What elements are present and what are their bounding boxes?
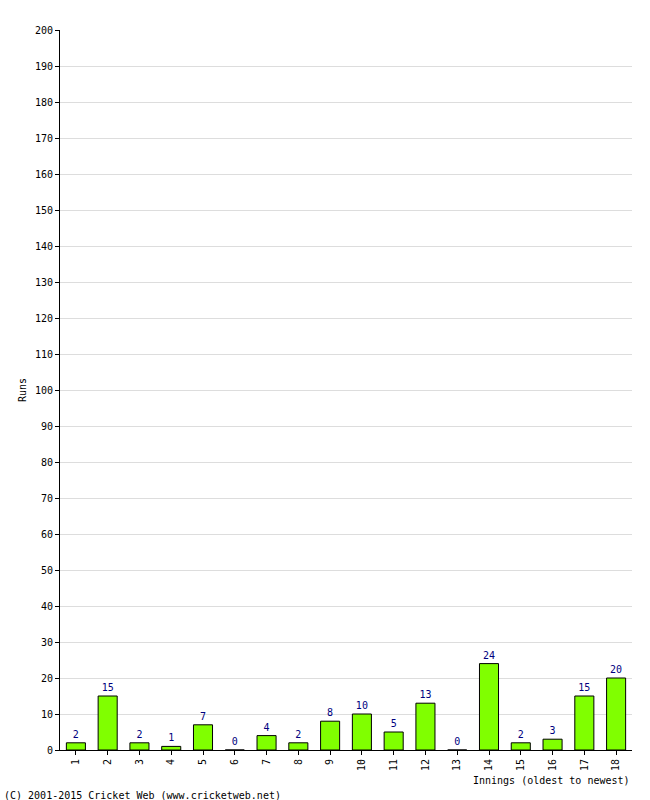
svg-text:0: 0 — [47, 745, 53, 756]
svg-text:13: 13 — [451, 759, 462, 771]
svg-text:160: 160 — [35, 169, 53, 180]
svg-text:12: 12 — [420, 759, 431, 771]
svg-text:120: 120 — [35, 313, 53, 324]
svg-text:90: 90 — [41, 421, 53, 432]
svg-text:15: 15 — [515, 759, 526, 771]
svg-text:7: 7 — [200, 711, 206, 722]
svg-text:Innings (oldest to newest): Innings (oldest to newest) — [473, 775, 630, 786]
svg-text:70: 70 — [41, 493, 53, 504]
svg-text:2: 2 — [136, 729, 142, 740]
svg-text:110: 110 — [35, 349, 53, 360]
svg-text:1: 1 — [168, 732, 174, 743]
svg-text:3: 3 — [550, 725, 556, 736]
svg-text:30: 30 — [41, 637, 53, 648]
svg-text:20: 20 — [41, 673, 53, 684]
svg-text:6: 6 — [229, 759, 240, 765]
svg-text:140: 140 — [35, 241, 53, 252]
svg-text:15: 15 — [102, 682, 114, 693]
svg-text:4: 4 — [264, 722, 270, 733]
svg-text:11: 11 — [388, 759, 399, 771]
svg-text:4: 4 — [165, 759, 176, 765]
svg-text:2: 2 — [295, 729, 301, 740]
svg-text:15: 15 — [578, 682, 590, 693]
svg-text:13: 13 — [419, 689, 431, 700]
svg-text:20: 20 — [610, 664, 622, 675]
svg-text:1: 1 — [70, 759, 81, 765]
svg-text:170: 170 — [35, 133, 53, 144]
svg-text:60: 60 — [41, 529, 53, 540]
svg-text:14: 14 — [483, 759, 494, 771]
svg-text:190: 190 — [35, 61, 53, 72]
svg-text:(C) 2001-2015 Cricket Web (www: (C) 2001-2015 Cricket Web (www.cricketwe… — [4, 790, 281, 800]
svg-text:10: 10 — [41, 709, 53, 720]
svg-text:2: 2 — [102, 759, 113, 765]
svg-text:3: 3 — [134, 759, 145, 765]
svg-text:10: 10 — [356, 700, 368, 711]
svg-text:9: 9 — [324, 759, 335, 765]
svg-text:2: 2 — [518, 729, 524, 740]
svg-text:130: 130 — [35, 277, 53, 288]
svg-text:18: 18 — [610, 759, 621, 771]
svg-text:0: 0 — [454, 736, 460, 747]
svg-text:5: 5 — [391, 718, 397, 729]
svg-text:10: 10 — [356, 759, 367, 771]
svg-text:40: 40 — [41, 601, 53, 612]
svg-text:17: 17 — [579, 759, 590, 771]
svg-text:50: 50 — [41, 565, 53, 576]
svg-text:8: 8 — [327, 707, 333, 718]
svg-text:5: 5 — [197, 759, 208, 765]
svg-text:16: 16 — [547, 759, 558, 771]
svg-text:80: 80 — [41, 457, 53, 468]
svg-text:0: 0 — [232, 736, 238, 747]
svg-text:2: 2 — [73, 729, 79, 740]
svg-text:Runs: Runs — [17, 378, 28, 402]
svg-text:180: 180 — [35, 97, 53, 108]
svg-text:8: 8 — [293, 759, 304, 765]
svg-text:200: 200 — [35, 25, 53, 36]
svg-text:7: 7 — [261, 759, 272, 765]
svg-text:24: 24 — [483, 650, 495, 661]
svg-text:150: 150 — [35, 205, 53, 216]
svg-text:100: 100 — [35, 385, 53, 396]
